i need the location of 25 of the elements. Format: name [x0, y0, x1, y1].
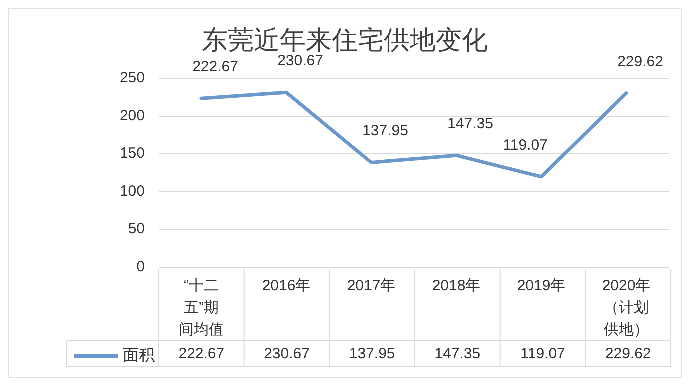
annotation: 222.67 [192, 58, 238, 76]
y-tick-label: 150 [120, 145, 145, 162]
y-tick-label: 250 [120, 70, 145, 86]
y-tick-label: 0 [136, 258, 145, 276]
y-tick-label: 50 [128, 220, 145, 238]
annotation: 137.95 [362, 122, 408, 140]
annotation: 229.62 [618, 53, 664, 70]
annotation: 119.07 [503, 136, 548, 154]
x-tick-label: “十二五”期间均值 [179, 278, 224, 338]
x-tick-label: 2018年 [432, 278, 481, 294]
x-tick-label: 2019年 [517, 278, 566, 294]
data-label: 147.35 [434, 346, 481, 362]
data-label: 119.07 [520, 346, 566, 362]
data-label: 137.95 [349, 346, 396, 362]
x-tick-label: 2016年 [262, 278, 311, 294]
y-tick-label: 200 [120, 107, 145, 124]
data-label: 230.67 [264, 346, 310, 362]
x-tick-label: 2020年（计划供地） [602, 278, 651, 338]
line-series [200, 90, 628, 179]
x-tick-label: 2017年 [347, 278, 396, 294]
legend-label: 面积 [123, 348, 155, 364]
data-label: 222.67 [178, 346, 225, 362]
data-label: 229.62 [605, 346, 652, 362]
y-tick-label: 100 [120, 182, 145, 200]
annotation: 147.35 [448, 116, 494, 133]
